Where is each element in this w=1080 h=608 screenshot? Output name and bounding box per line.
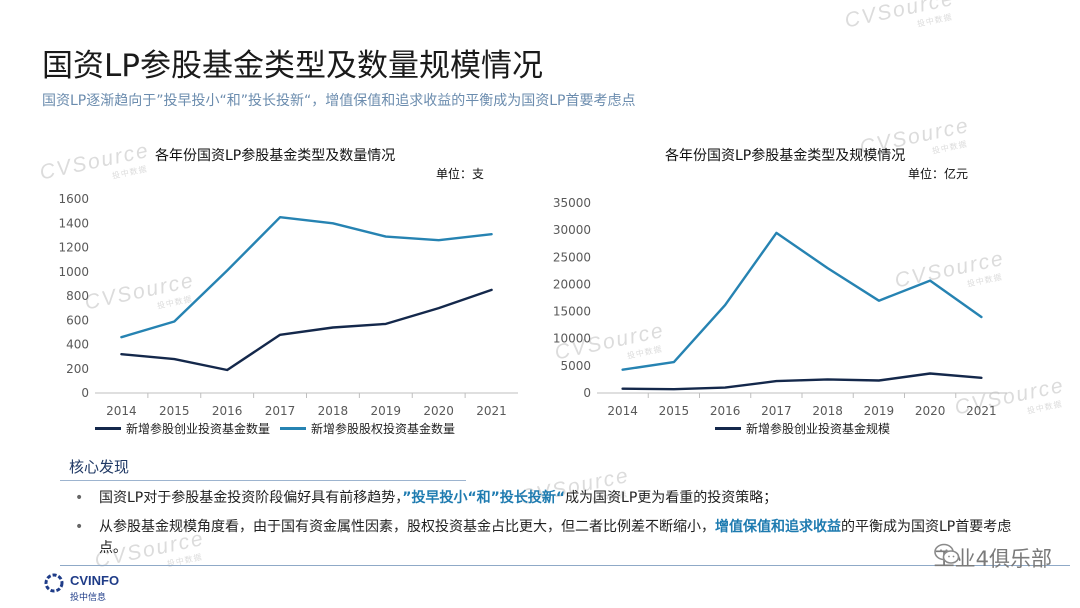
chart2-y-tick: 25000 bbox=[553, 250, 591, 264]
legend-swatch-venture bbox=[95, 427, 121, 430]
chart2-x-tick: 2019 bbox=[864, 404, 895, 418]
bullet-dot: • bbox=[75, 490, 84, 506]
legend-label-venture-scale: 新增参股创业投资基金规模 bbox=[746, 422, 891, 436]
chart1-y-tick: 400 bbox=[66, 338, 89, 352]
finding-2-highlight: 增值保值和追求收益 bbox=[715, 519, 841, 535]
chart1-y-tick: 1400 bbox=[58, 216, 89, 230]
chart1-y-tick: 0 bbox=[81, 386, 89, 400]
chart2-x-tick: 2015 bbox=[659, 404, 690, 418]
chart2-y-tick: 35000 bbox=[553, 196, 591, 210]
chart1-series-line-0 bbox=[120, 288, 493, 372]
footer-divider bbox=[60, 565, 1070, 566]
chart1-y-tick: 1200 bbox=[58, 241, 89, 255]
chart1-x-tick: 2019 bbox=[371, 404, 402, 418]
finding-1-text: 国资LP对于参股基金投资阶段偏好具有前移趋势， bbox=[99, 490, 403, 506]
finding-2-text: 从参股基金规模角度看，由于国有资金属性因素，股权投资基金占比更大，但二者比例差不… bbox=[99, 519, 715, 535]
chart1-x-tick: 2014 bbox=[106, 404, 137, 418]
chart1-series-line-1 bbox=[120, 215, 493, 339]
chart1-title: 各年份国资LP参股基金类型及数量情况 bbox=[155, 148, 396, 164]
chart1-x-tick: 2016 bbox=[212, 404, 243, 418]
chart1-y-tick: 800 bbox=[66, 289, 89, 303]
wechat-account: 工业4俱乐部 bbox=[934, 543, 1052, 573]
findings-heading: 核心发现 bbox=[69, 458, 130, 476]
chart1-y-tick: 600 bbox=[66, 313, 89, 327]
chart2-x-tick: 2014 bbox=[607, 404, 638, 418]
chart2-y-tick: 0 bbox=[583, 386, 591, 400]
chart2-y-tick: 5000 bbox=[560, 359, 591, 373]
chart2-series-line-0 bbox=[621, 372, 983, 391]
legend-swatch-equity bbox=[280, 427, 307, 430]
chart1-x-tick: 2018 bbox=[318, 404, 349, 418]
legend-label-equity: 新增参股股权投资基金数量 bbox=[311, 422, 456, 436]
finding-2-text-end: 的平衡成为国资LP首要考虑点。 bbox=[99, 519, 1012, 556]
cvinfo-logo: CVINFO 投中信息 bbox=[44, 572, 119, 603]
chart1-y-tick: 1000 bbox=[58, 265, 89, 279]
chart2-x-tick: 2021 bbox=[966, 404, 997, 418]
chart2-y-tick: 10000 bbox=[553, 332, 591, 346]
chart2-y-tick: 20000 bbox=[553, 277, 591, 291]
legend-swatch-venture-scale bbox=[715, 427, 741, 430]
chart2-series-line-1 bbox=[621, 231, 983, 371]
finding-bullet-1: • 国资LP对于参股基金投资阶段偏好具有前移趋势，”投早投小“和”投长投新“成为… bbox=[75, 488, 1035, 509]
chart1-x-tick: 2021 bbox=[476, 404, 507, 418]
logo-brand: CVINFO bbox=[70, 573, 120, 588]
legend-label-venture: 新增参股创业投资基金数量 bbox=[126, 422, 271, 436]
finding-1-text-end: 成为国资LP更为看重的投资策略； bbox=[565, 490, 778, 506]
chart1-y-tick: 1600 bbox=[58, 192, 89, 206]
chart2-x-tick: 2016 bbox=[710, 404, 741, 418]
findings-divider bbox=[60, 480, 466, 481]
chart1-x-tick: 2015 bbox=[159, 404, 190, 418]
finding-bullet-2: • 从参股基金规模角度看，由于国有资金属性因素，股权投资基金占比更大，但二者比例… bbox=[75, 517, 1035, 559]
page-title: 国资LP参股基金类型及数量规模情况 bbox=[42, 48, 543, 84]
chart1-x-tick: 2020 bbox=[423, 404, 454, 418]
chart2-unit: 单位：亿元 bbox=[908, 167, 969, 181]
chart2-x-tick: 2018 bbox=[812, 404, 843, 418]
finding-1-highlight: ”投早投小“和”投长投新“ bbox=[402, 490, 566, 506]
chart1-legend: 新增参股创业投资基金数量 新增参股股权投资基金数量 bbox=[95, 420, 455, 437]
cvinfo-logo-icon bbox=[44, 573, 64, 593]
chart2-y-tick: 15000 bbox=[553, 305, 591, 319]
chart2-title: 各年份国资LP参股基金类型及规模情况 bbox=[665, 148, 906, 164]
page-subtitle: 国资LP逐渐趋向于”投早投小“和”投长投新“，增值保值和追求收益的平衡成为国资L… bbox=[42, 93, 636, 109]
chart1-x-tick: 2017 bbox=[265, 404, 296, 418]
logo-cn: 投中信息 bbox=[70, 592, 107, 602]
chart2-x-tick: 2020 bbox=[915, 404, 946, 418]
chart2-x-tick: 2017 bbox=[761, 404, 792, 418]
chart2-y-tick: 30000 bbox=[553, 223, 591, 237]
bullet-dot: • bbox=[75, 519, 84, 535]
chart2-legend: 新增参股创业投资基金规模 bbox=[715, 420, 890, 437]
chart1-unit: 单位：支 bbox=[436, 167, 485, 181]
chart1-y-tick: 200 bbox=[66, 362, 89, 376]
wechat-icon bbox=[933, 543, 959, 564]
